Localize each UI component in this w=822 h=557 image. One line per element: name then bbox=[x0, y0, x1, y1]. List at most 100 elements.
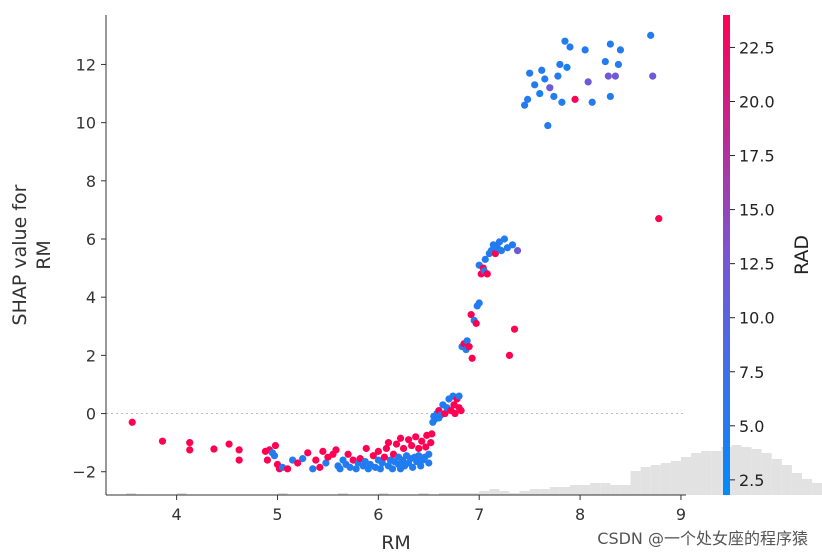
data-point bbox=[332, 446, 340, 454]
histogram-bar bbox=[519, 491, 530, 495]
data-point bbox=[378, 459, 386, 467]
data-point bbox=[186, 446, 194, 454]
data-point bbox=[417, 462, 425, 470]
histogram-bar bbox=[479, 491, 490, 495]
data-point bbox=[316, 463, 324, 471]
histogram-bar bbox=[539, 489, 550, 495]
data-point bbox=[441, 409, 449, 418]
y-axis-title-line: RM bbox=[33, 240, 55, 270]
histogram-bar bbox=[600, 483, 611, 495]
data-point bbox=[271, 441, 280, 450]
data-point bbox=[319, 447, 327, 455]
histogram-bar bbox=[418, 493, 429, 495]
histogram-bar bbox=[499, 491, 510, 495]
data-point bbox=[399, 444, 408, 453]
data-point bbox=[554, 72, 562, 80]
data-point bbox=[481, 255, 489, 263]
y-tick-label: 12 bbox=[76, 55, 96, 74]
data-point bbox=[472, 319, 480, 327]
colorbar-title: RAD bbox=[791, 235, 813, 275]
data-point bbox=[235, 446, 243, 454]
data-point bbox=[513, 247, 522, 255]
data-point bbox=[505, 351, 514, 359]
data-point bbox=[312, 456, 320, 464]
data-point bbox=[425, 450, 433, 458]
y-tick-label: −2 bbox=[72, 463, 96, 482]
histogram-bar bbox=[580, 485, 591, 495]
data-point bbox=[546, 84, 554, 92]
data-point bbox=[322, 459, 330, 467]
colorbar bbox=[723, 15, 730, 495]
data-point bbox=[544, 121, 552, 130]
histogram-bar bbox=[126, 493, 137, 495]
data-point bbox=[352, 465, 360, 473]
colorbar-tick-label: 7.5 bbox=[739, 363, 764, 382]
data-point bbox=[463, 337, 471, 345]
data-point bbox=[369, 452, 377, 460]
colorbar-tick-label: 20.0 bbox=[739, 92, 775, 111]
colorbar-tick-label: 22.5 bbox=[739, 38, 775, 57]
data-point bbox=[270, 452, 279, 460]
histogram-bar bbox=[176, 493, 187, 495]
data-point bbox=[483, 270, 491, 278]
x-tick-label: 5 bbox=[272, 505, 282, 524]
data-point bbox=[418, 437, 426, 445]
histogram-bar bbox=[650, 465, 661, 495]
data-points bbox=[128, 31, 663, 473]
data-point bbox=[304, 449, 312, 457]
data-point bbox=[235, 456, 243, 464]
histogram-bar bbox=[791, 473, 802, 495]
y-axis-title-line: SHAP value for bbox=[9, 184, 31, 325]
data-point bbox=[422, 443, 430, 451]
x-axis-title: RM bbox=[381, 532, 411, 554]
axes bbox=[105, 15, 686, 496]
y-tick-label: 6 bbox=[86, 230, 96, 249]
data-point bbox=[604, 72, 612, 80]
x-tick-label: 4 bbox=[172, 505, 182, 524]
histogram-bar bbox=[489, 489, 500, 495]
histogram-bar bbox=[761, 453, 772, 495]
histogram-bar bbox=[459, 493, 470, 495]
data-point bbox=[405, 436, 413, 444]
data-point bbox=[374, 447, 382, 455]
data-point bbox=[428, 430, 436, 438]
data-point bbox=[550, 92, 558, 101]
data-point bbox=[558, 98, 566, 106]
colorbar-tick-label: 5.0 bbox=[739, 417, 764, 436]
histogram-bar bbox=[549, 487, 560, 495]
data-point bbox=[468, 354, 476, 362]
histogram-bar bbox=[338, 493, 349, 495]
data-point bbox=[263, 456, 271, 464]
histogram-bar bbox=[670, 461, 681, 495]
histogram-bar bbox=[812, 483, 822, 495]
data-point bbox=[491, 249, 499, 258]
data-point bbox=[210, 445, 218, 453]
data-point bbox=[425, 459, 433, 467]
data-point bbox=[571, 95, 579, 103]
histogram-bar bbox=[438, 493, 449, 495]
y-axis-title: SHAP value for RM bbox=[9, 184, 55, 325]
data-point bbox=[457, 407, 465, 415]
data-point bbox=[581, 46, 589, 54]
data-point bbox=[409, 463, 417, 471]
histogram-bar bbox=[378, 493, 389, 495]
histogram-bar bbox=[277, 493, 288, 495]
data-point bbox=[561, 37, 569, 45]
data-point bbox=[611, 72, 619, 80]
data-point bbox=[500, 235, 509, 243]
data-point bbox=[649, 72, 657, 80]
histogram-bar bbox=[660, 463, 671, 495]
data-point bbox=[475, 299, 483, 307]
data-point bbox=[299, 455, 307, 463]
data-point bbox=[616, 46, 625, 54]
data-point bbox=[128, 418, 136, 426]
histogram-bar bbox=[781, 465, 792, 495]
data-point bbox=[541, 75, 549, 83]
data-point bbox=[376, 465, 384, 473]
data-point bbox=[408, 441, 416, 450]
histogram-bar bbox=[570, 485, 581, 495]
data-point bbox=[415, 444, 423, 453]
histogram-bar bbox=[680, 457, 692, 495]
data-point bbox=[412, 433, 420, 441]
y-tick-label: 4 bbox=[86, 288, 96, 307]
